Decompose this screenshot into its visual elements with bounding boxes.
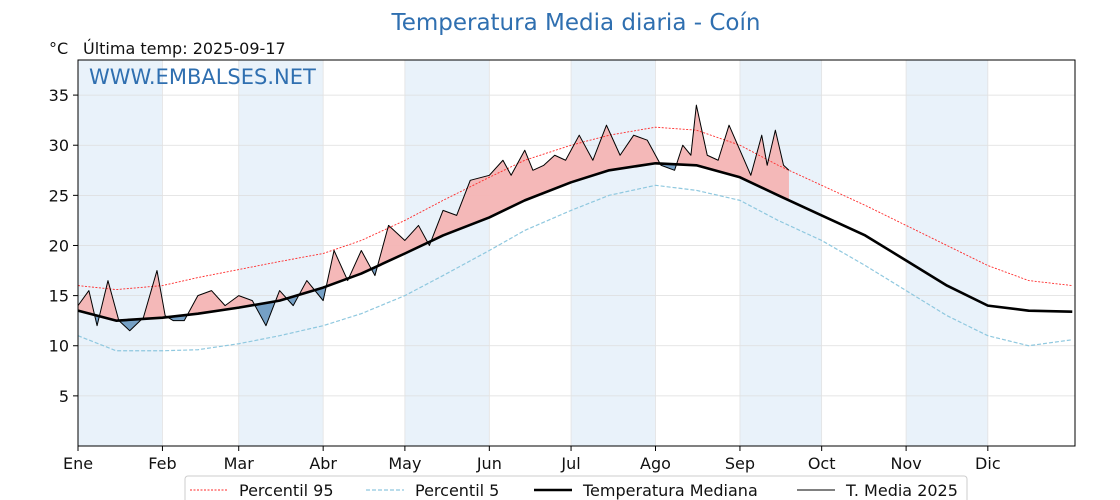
- x-tick-label: Ago: [640, 454, 671, 473]
- x-tick-label: Ene: [63, 454, 93, 473]
- x-tick-label: Jun: [476, 454, 502, 473]
- month-band-Mar: [238, 60, 324, 446]
- y-tick-label: 10: [49, 337, 69, 356]
- x-tick-label: Mar: [224, 454, 255, 473]
- above-median-fill: [432, 125, 661, 241]
- last-temp-label: Última temp: 2025-09-17: [83, 39, 286, 58]
- month-band-Ene: [78, 60, 163, 446]
- above-median-fill: [188, 290, 256, 315]
- y-tick-label: 30: [49, 136, 69, 155]
- x-tick-label: Feb: [148, 454, 176, 473]
- legend-box: [184, 475, 968, 500]
- above-median-fill: [142, 270, 168, 319]
- legend-label-current: T. Media 2025: [845, 481, 958, 500]
- above-median-fill: [78, 290, 96, 320]
- above-median-fill: [677, 105, 789, 201]
- y-tick-label: 20: [49, 236, 69, 255]
- plot-frame: [77, 59, 1076, 447]
- month-band-Sep: [739, 60, 822, 446]
- above-median-fill: [99, 280, 119, 321]
- x-tick-label: Abr: [309, 454, 337, 473]
- month-band-Jul: [571, 60, 656, 446]
- series-percentil-95: [77, 126, 1073, 291]
- legend-label-p95: Percentil 95: [239, 481, 334, 500]
- month-band-May: [404, 60, 490, 446]
- x-tick-label: Dic: [975, 454, 1001, 473]
- unit-label: °C: [49, 39, 68, 58]
- legend-label-median: Temperatura Mediana: [582, 481, 758, 500]
- chart-title: Temperatura Media diaria - Coín: [391, 10, 761, 36]
- plot-area: 5 10 15 20 25 30 35 Ene Feb Mar Abr May Jun Jul Ago Sep…: [49, 59, 1076, 473]
- series-temperatura-mediana: [77, 161, 1073, 322]
- above-median-fill: [377, 225, 429, 267]
- series-percentil-5: [77, 184, 1073, 352]
- y-tick-label: 35: [49, 86, 69, 105]
- series-t-media-2025: [77, 104, 790, 332]
- x-tick-label: Jul: [560, 454, 580, 473]
- month-band-Nov: [906, 60, 988, 446]
- x-tick-label: May: [388, 454, 421, 473]
- legend-label-p5: Percentil 5: [415, 481, 499, 500]
- watermark-text: WWW.EMBALSES.NET: [89, 65, 316, 89]
- y-tick-label: 5: [59, 387, 69, 406]
- below-median-fill: [255, 301, 276, 326]
- y-tick-label: 25: [49, 186, 69, 205]
- x-tick-label: Sep: [725, 454, 755, 473]
- x-tick-label: Nov: [890, 454, 921, 473]
- legend: Percentil 95 Percentil 5 Temperatura Media…: [184, 475, 968, 500]
- y-tick-label: 15: [49, 287, 69, 306]
- below-median-fill: [118, 318, 143, 331]
- x-tick-label: Oct: [808, 454, 836, 473]
